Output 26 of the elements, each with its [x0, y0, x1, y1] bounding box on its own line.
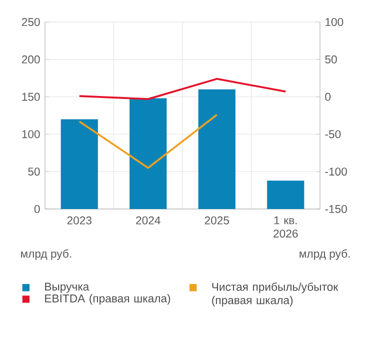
y-tick-label: 250 — [22, 18, 40, 26]
bar — [60, 119, 98, 209]
y-tick-label: 150 — [22, 92, 40, 101]
legend-label: Выручка — [45, 282, 90, 293]
y2-axis-title: млрд руб. — [300, 249, 350, 260]
y-tick-label: 50 — [28, 168, 40, 176]
legend-label: Чистая прибыль/убыток (правая шкала) — [212, 282, 338, 306]
x-tick-label: 1 кв. 2026 — [274, 216, 298, 238]
y-tick-label: 0 — [34, 204, 40, 214]
legend-label: EBITDA (правая шкала) — [45, 294, 170, 305]
bar — [130, 98, 167, 209]
y2-tick-label: 50 — [325, 55, 337, 64]
bar — [198, 89, 236, 209]
y2-tick-label: -150 — [325, 205, 347, 214]
x-tick-label: 2024 — [136, 216, 160, 224]
y2-tick-label: 100 — [326, 18, 344, 26]
y2-tick-label: 0 — [325, 92, 331, 101]
line-series — [78, 78, 287, 100]
y-axis-title: млрд руб. — [21, 249, 72, 260]
y2-tick-label: -100 — [325, 168, 347, 176]
bar — [267, 180, 304, 209]
y-tick-label: 200 — [22, 55, 40, 64]
x-tick-label: 2023 — [67, 216, 92, 224]
y2-tick-label: -50 — [325, 130, 341, 138]
y-tick-label: 100 — [22, 130, 40, 138]
x-tick-label: 2025 — [204, 216, 230, 224]
